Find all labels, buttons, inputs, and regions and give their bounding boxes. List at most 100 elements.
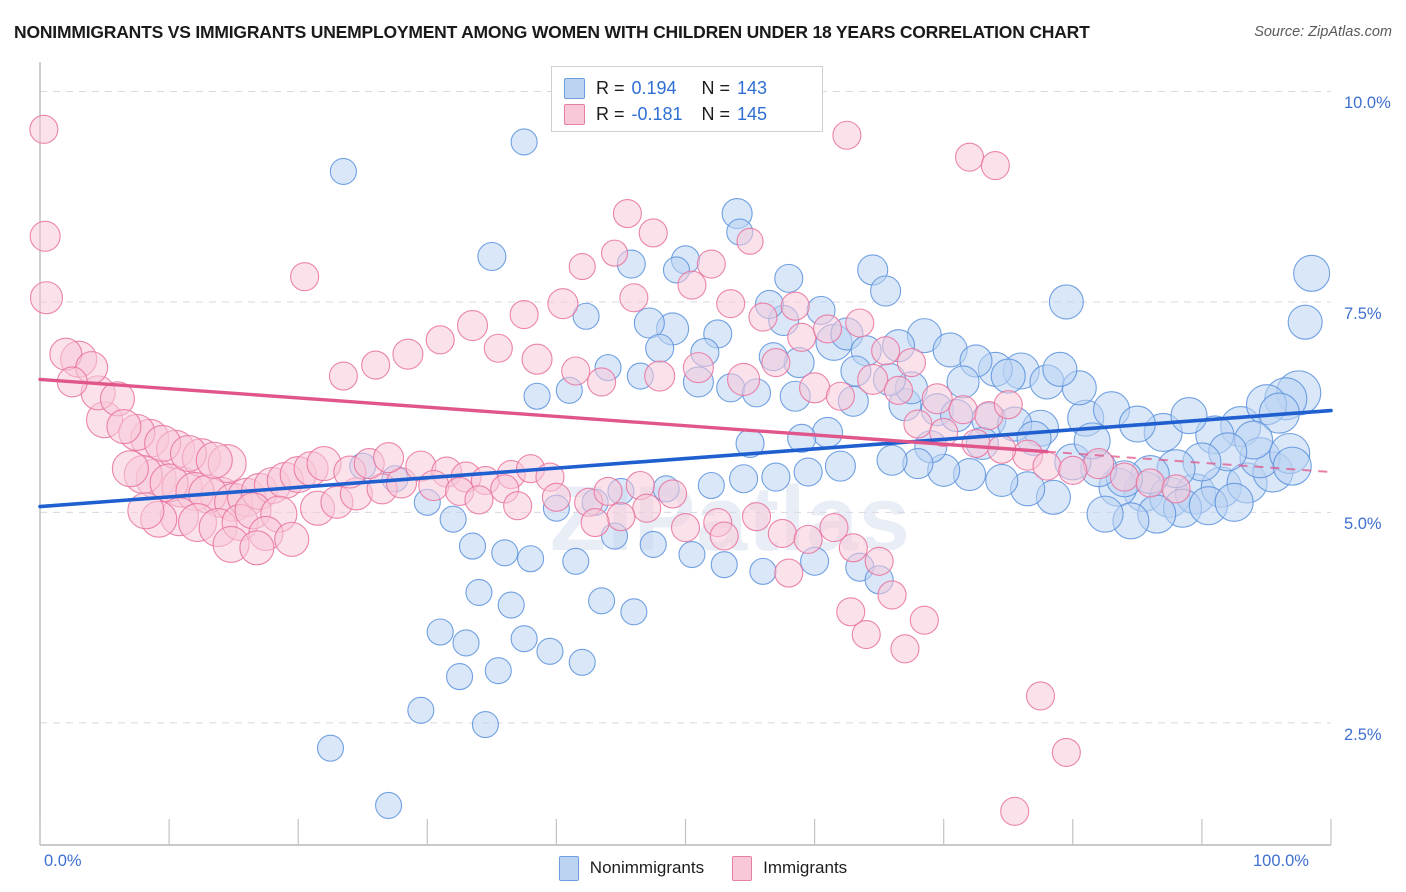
- data-point[interactable]: [677, 270, 707, 300]
- data-point[interactable]: [824, 450, 856, 482]
- data-point[interactable]: [195, 441, 233, 479]
- data-point[interactable]: [458, 532, 487, 560]
- data-point[interactable]: [639, 530, 667, 558]
- data-point[interactable]: [491, 539, 519, 567]
- data-point[interactable]: [890, 634, 920, 664]
- data-point[interactable]: [948, 395, 978, 425]
- data-point[interactable]: [980, 151, 1010, 181]
- data-point[interactable]: [767, 518, 797, 549]
- data-point[interactable]: [985, 463, 1019, 497]
- data-point[interactable]: [446, 663, 474, 691]
- data-point[interactable]: [845, 308, 875, 338]
- data-point[interactable]: [851, 619, 881, 650]
- data-point[interactable]: [517, 545, 545, 573]
- data-point[interactable]: [793, 457, 823, 487]
- data-point[interactable]: [521, 343, 553, 375]
- data-point[interactable]: [761, 462, 791, 492]
- data-point[interactable]: [561, 356, 591, 386]
- data-point[interactable]: [484, 657, 512, 685]
- data-point[interactable]: [274, 521, 310, 557]
- data-point[interactable]: [1025, 681, 1056, 711]
- data-point[interactable]: [1086, 495, 1124, 533]
- data-point[interactable]: [632, 493, 662, 523]
- series-legend-item[interactable]: Nonimmigrants: [558, 855, 704, 881]
- data-point[interactable]: [876, 444, 908, 476]
- data-point[interactable]: [825, 381, 855, 411]
- data-point[interactable]: [290, 262, 320, 292]
- data-point[interactable]: [749, 557, 777, 585]
- data-point[interactable]: [373, 442, 405, 474]
- data-point[interactable]: [644, 360, 676, 392]
- data-point[interactable]: [787, 423, 817, 453]
- data-point[interactable]: [452, 629, 480, 657]
- data-point[interactable]: [877, 580, 907, 610]
- data-point[interactable]: [1170, 397, 1208, 435]
- data-point[interactable]: [375, 791, 403, 819]
- data-point[interactable]: [1161, 474, 1191, 504]
- data-point[interactable]: [1293, 254, 1331, 292]
- data-point[interactable]: [503, 491, 533, 521]
- data-point[interactable]: [857, 363, 889, 395]
- data-point[interactable]: [316, 734, 345, 762]
- data-point[interactable]: [727, 362, 761, 396]
- data-point[interactable]: [903, 409, 933, 439]
- data-point[interactable]: [1214, 482, 1254, 522]
- data-point[interactable]: [645, 333, 675, 363]
- data-point[interactable]: [510, 128, 538, 156]
- data-point[interactable]: [774, 558, 804, 588]
- data-point[interactable]: [793, 524, 823, 554]
- data-point[interactable]: [946, 365, 980, 399]
- data-point[interactable]: [471, 711, 499, 739]
- data-point[interactable]: [990, 358, 1026, 394]
- data-point[interactable]: [588, 587, 616, 615]
- data-point[interactable]: [883, 375, 914, 405]
- data-point[interactable]: [612, 199, 642, 229]
- data-point[interactable]: [523, 382, 551, 410]
- data-point[interactable]: [748, 302, 778, 332]
- data-point[interactable]: [328, 361, 358, 391]
- data-point[interactable]: [658, 479, 688, 509]
- data-point[interactable]: [587, 367, 617, 397]
- data-point[interactable]: [572, 302, 600, 330]
- data-point[interactable]: [29, 220, 61, 252]
- data-point[interactable]: [106, 409, 142, 445]
- data-point[interactable]: [697, 471, 725, 500]
- data-point[interactable]: [1135, 468, 1165, 498]
- data-point[interactable]: [547, 288, 579, 320]
- data-point[interactable]: [1083, 448, 1115, 480]
- data-point[interactable]: [600, 239, 629, 267]
- data-point[interactable]: [1048, 284, 1084, 320]
- data-point[interactable]: [510, 625, 538, 653]
- data-point[interactable]: [896, 348, 926, 378]
- data-point[interactable]: [439, 505, 467, 533]
- data-point[interactable]: [736, 227, 764, 255]
- data-point[interactable]: [832, 120, 862, 150]
- data-point[interactable]: [1000, 796, 1030, 826]
- data-point[interactable]: [780, 291, 810, 321]
- data-point[interactable]: [111, 450, 149, 488]
- data-point[interactable]: [871, 336, 901, 366]
- data-point[interactable]: [477, 241, 507, 272]
- data-point[interactable]: [741, 502, 772, 532]
- data-point[interactable]: [1287, 304, 1323, 340]
- data-point[interactable]: [127, 492, 165, 530]
- data-point[interactable]: [1032, 451, 1062, 481]
- data-point[interactable]: [787, 322, 817, 352]
- data-point[interactable]: [1058, 455, 1088, 485]
- series-legend-item[interactable]: Immigrants: [732, 855, 847, 881]
- data-point[interactable]: [509, 300, 539, 330]
- data-point[interactable]: [580, 507, 610, 538]
- data-point[interactable]: [456, 309, 489, 342]
- data-point[interactable]: [993, 390, 1023, 420]
- data-point[interactable]: [909, 605, 939, 635]
- data-point[interactable]: [465, 578, 493, 606]
- data-point[interactable]: [329, 157, 357, 185]
- data-point[interactable]: [761, 348, 791, 378]
- data-point[interactable]: [536, 637, 564, 665]
- data-point[interactable]: [425, 325, 455, 355]
- data-point[interactable]: [620, 598, 648, 626]
- data-point[interactable]: [426, 618, 454, 646]
- data-point[interactable]: [864, 546, 894, 576]
- data-point[interactable]: [819, 513, 849, 543]
- data-point[interactable]: [961, 428, 991, 458]
